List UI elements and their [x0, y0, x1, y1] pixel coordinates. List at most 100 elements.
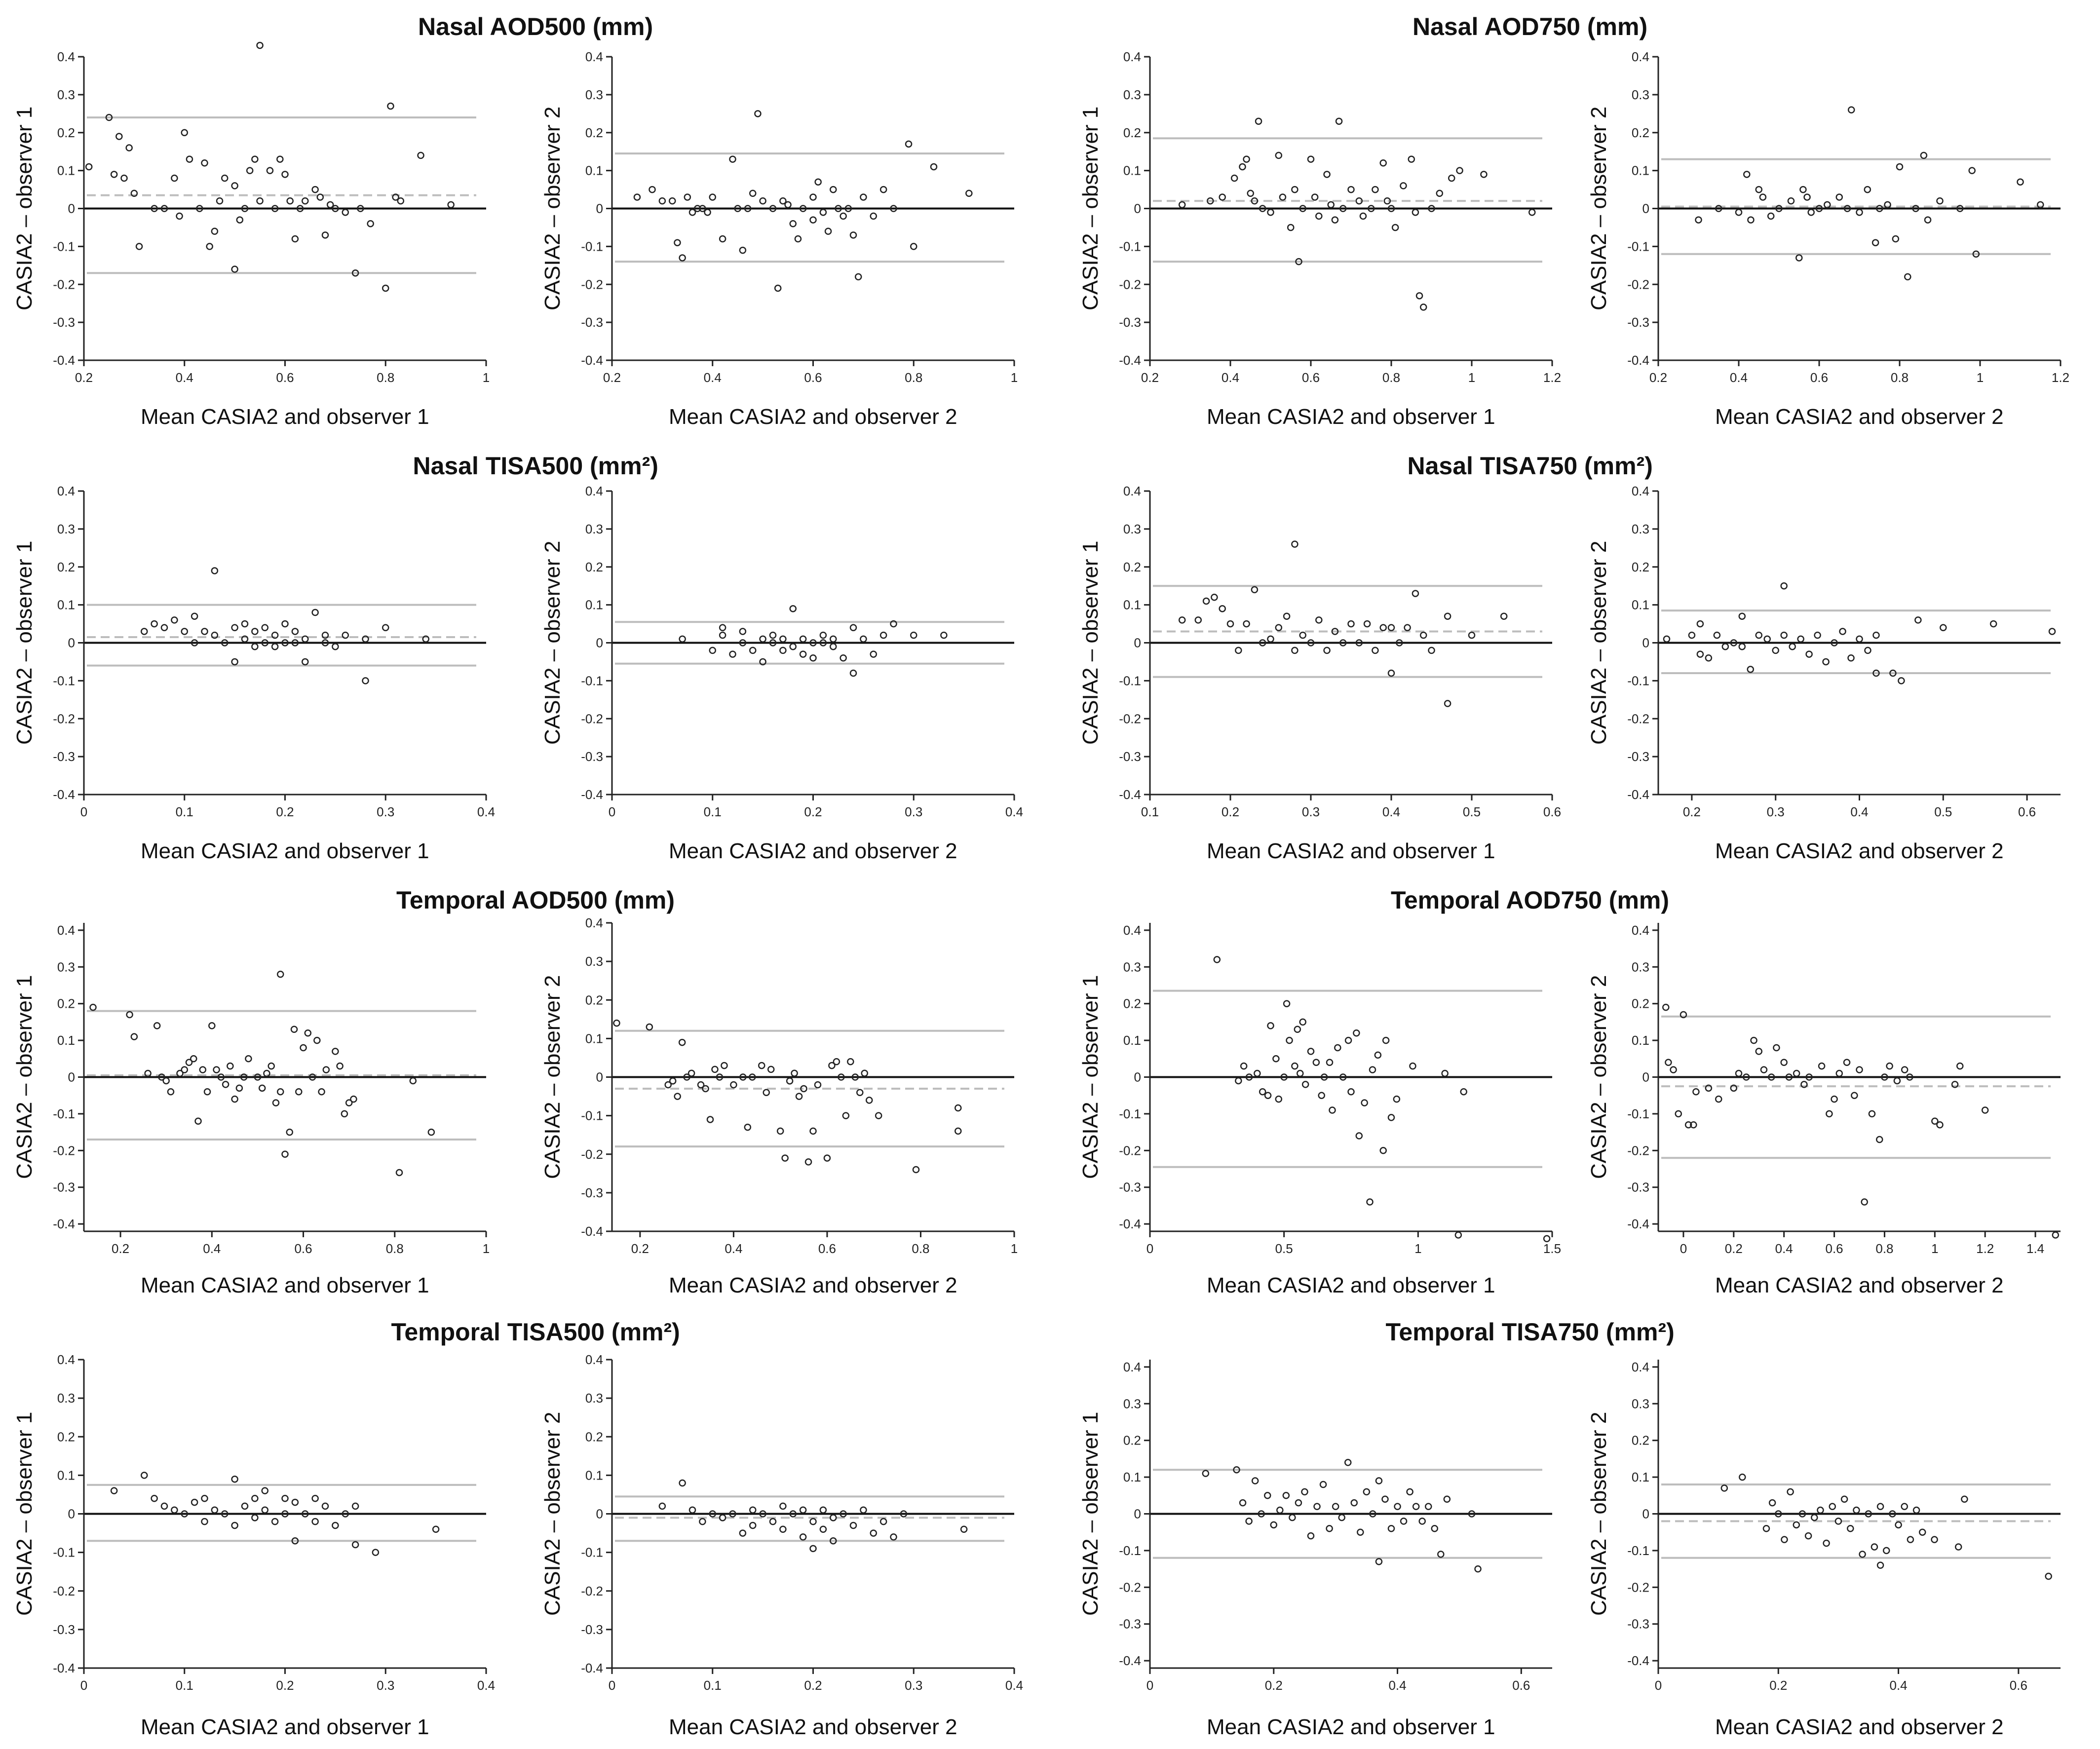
data-point: [823, 1154, 831, 1162]
y-tick-label: 0: [68, 1070, 75, 1085]
data-point: [321, 639, 329, 646]
data-point: [1387, 205, 1395, 212]
data-point: [830, 186, 837, 193]
data-point: [1839, 628, 1846, 635]
x-axis-label: Mean CASIA2 and observer 1: [1207, 1273, 1495, 1297]
data-point: [749, 1521, 757, 1529]
data-point: [1355, 197, 1363, 205]
y-tick-label: -0.1: [1627, 1543, 1649, 1558]
data-point: [221, 1510, 229, 1518]
data-point: [227, 1062, 234, 1070]
data-point: [1243, 620, 1250, 628]
data-point: [261, 1506, 268, 1514]
data-point: [842, 1112, 850, 1119]
data-point: [2045, 1572, 2052, 1580]
x-tick-label: 0.8: [1891, 370, 1909, 385]
y-tick-label: -0.4: [53, 1217, 75, 1231]
data-point: [1780, 582, 1788, 590]
data-point: [1936, 197, 1944, 205]
x-axis-label: Mean CASIA2 and observer 2: [669, 1715, 957, 1739]
data-point: [870, 212, 877, 220]
data-point: [1363, 1488, 1371, 1496]
data-point: [263, 1069, 270, 1077]
data-point: [1404, 624, 1411, 631]
data-point: [171, 1506, 178, 1514]
plot-svg: -0.4 -0.3 -0.2 -0.1 0 0.1 0.2 0.3 0.4 0.2 0.4 0.6 0.…: [581, 915, 1018, 1256]
data-point: [1379, 1147, 1387, 1154]
data-point: [1339, 1073, 1347, 1081]
data-point: [1775, 205, 1783, 212]
y-tick-label: -0.2: [53, 1584, 75, 1598]
data-point: [664, 1081, 672, 1089]
data-point: [739, 1073, 747, 1081]
y-tick-label: 0.3: [1123, 1396, 1141, 1411]
data-point: [1387, 1525, 1395, 1532]
y-tick-label: -0.2: [1627, 711, 1649, 726]
x-tick-label: 0.4: [725, 1241, 742, 1256]
x-axis-label: Mean CASIA2 and observer 1: [1207, 839, 1495, 863]
y-tick-label: -0.2: [1119, 277, 1141, 292]
data-point: [241, 205, 249, 212]
data-point: [1780, 631, 1788, 639]
data-point: [1245, 1073, 1253, 1081]
data-point: [759, 1510, 766, 1518]
y-tick-label: 0: [1642, 1507, 1649, 1521]
y-tick-label: -0.4: [1119, 353, 1141, 368]
data-point: [240, 1073, 248, 1081]
data-point: [447, 201, 455, 209]
data-point: [302, 658, 309, 666]
data-point: [1267, 1022, 1274, 1029]
data-point: [860, 1506, 867, 1514]
data-point: [135, 243, 143, 250]
data-point: [739, 639, 747, 646]
x-tick-label: 0.6: [1302, 370, 1320, 385]
data-point: [795, 1093, 803, 1100]
data-point: [350, 1095, 357, 1103]
data-point: [1738, 612, 1746, 620]
data-point: [1339, 639, 1347, 646]
x-tick-label: 0.3: [377, 1678, 394, 1693]
data-point: [1904, 273, 1911, 281]
data-point: [814, 178, 822, 186]
data-point: [1251, 1477, 1259, 1484]
data-point: [1235, 646, 1242, 654]
data-point: [684, 193, 691, 201]
data-point: [1320, 1073, 1328, 1081]
y-tick-label: -0.4: [1627, 787, 1649, 802]
y-tick-label: 0: [1134, 636, 1141, 650]
data-point: [754, 110, 762, 117]
x-tick-label: 0.1: [704, 804, 722, 819]
y-tick-label: 0.4: [1632, 484, 1649, 498]
y-tick-label: 0.3: [1123, 522, 1141, 536]
data-point: [1393, 1095, 1401, 1103]
data-point: [1355, 1132, 1363, 1140]
x-tick-label: 0.6: [818, 1241, 836, 1256]
data-point: [849, 669, 857, 677]
data-point: [1871, 239, 1879, 246]
data-point: [1856, 1066, 1863, 1073]
data-point: [749, 1506, 757, 1514]
x-tick-label: 1: [483, 370, 490, 385]
data-point: [709, 193, 716, 201]
data-point: [181, 1066, 188, 1073]
x-tick-label: 0.6: [294, 1241, 312, 1256]
x-axis-label: Mean CASIA2 and observer 1: [141, 839, 429, 863]
data-point: [281, 620, 289, 628]
y-tick-label: 0.2: [1632, 125, 1649, 140]
data-point: [749, 646, 757, 654]
data-point: [357, 205, 364, 212]
data-point: [1815, 205, 1823, 212]
y-tick-label: 0.2: [1632, 560, 1649, 574]
data-point: [115, 133, 123, 140]
data-point: [1743, 171, 1751, 178]
data-point: [1299, 631, 1306, 639]
data-point: [1415, 292, 1423, 300]
data-point: [1895, 1521, 1902, 1529]
data-point: [1663, 635, 1671, 643]
data-point: [342, 631, 349, 639]
data-point: [167, 1088, 175, 1096]
x-tick-label: 0.8: [1382, 370, 1400, 385]
data-point: [729, 650, 736, 658]
data-point: [799, 1533, 807, 1541]
data-point: [308, 1073, 316, 1081]
